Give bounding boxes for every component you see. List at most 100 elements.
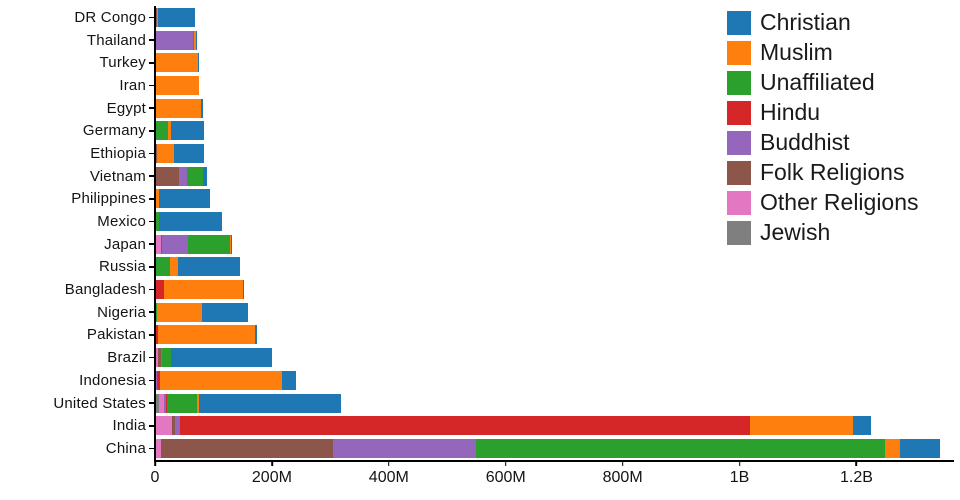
bar-segment-buddhist [155,257,157,277]
y-axis-label-text: Nigeria [97,303,146,321]
bar-segment-unaffiliated [749,416,751,436]
bar-segment-hindu [156,280,165,300]
y-axis-tick [149,39,154,41]
bar-row-philippines [155,188,951,211]
bar-segment-folk-religions [160,438,333,458]
y-axis-label-text: China [105,439,146,457]
y-axis-tick [149,61,154,64]
bar-segment-muslim [159,370,282,390]
bar-segment-other-religions [155,416,172,436]
legend-item-hindu[interactable]: Hindu [727,99,919,125]
y-axis-label-indonesia: Indonesia [0,369,154,392]
bar-row-germany [155,119,951,142]
bar-row-indonesia [155,369,951,392]
bar-segment-folk-religions [158,348,162,368]
y-axis-tick [149,129,154,132]
bar-segment-hindu [155,325,158,345]
bar-segment-christian [899,438,940,458]
y-axis-label-text: Japan [104,235,146,253]
bar-row-united-states [155,392,951,415]
bar-segment-christian [159,189,210,209]
bar-segment-unaffiliated [161,348,171,368]
legend-label: Folk Religions [760,159,905,185]
y-axis-label-text: Ethiopia [90,144,146,162]
x-axis-line [154,460,954,462]
legend-swatch-unaffiliated [727,70,751,95]
legend-label: Muslim [760,39,833,65]
bar-segment-other-religions [158,393,164,413]
y-axis-label-nigeria: Nigeria [0,301,154,324]
bar-row-ethiopia [155,142,951,165]
bar-segment-muslim [156,143,174,163]
x-axis-tick [621,461,624,466]
bar-segment-muslim [156,53,198,73]
y-axis-label-united-states: United States [0,392,154,415]
legend-swatch-hindu [727,100,751,125]
y-axis-label-text: Germany [82,122,146,140]
y-axis-label-brazil: Brazil [0,346,154,369]
legend-swatch-jewish [727,220,751,245]
y-axis-tick [149,356,154,359]
legend-item-muslim[interactable]: Muslim [727,39,919,65]
bar-segment-christian [230,234,232,254]
y-axis-label-text: Mexico [97,213,146,231]
legend-item-christian[interactable]: Christian [727,9,919,35]
legend-item-folk-religions[interactable]: Folk Religions [727,159,919,185]
bar-segment-hindu [180,416,750,436]
legend-item-buddhist[interactable]: Buddhist [727,129,919,155]
y-axis-tick [149,107,154,109]
bar-segment-unaffiliated [155,121,168,141]
legend-label: Hindu [760,99,821,125]
y-axis-label-india: India [0,414,154,437]
y-axis-label-text: Egypt [106,99,146,117]
legend-item-jewish[interactable]: Jewish [727,219,919,245]
bar-row-dr-congo [155,6,951,29]
legend-swatch-christian [727,10,751,35]
y-axis-labels: DR Congo Thailand Turkey Iran Egypt Germany Et… [0,6,154,460]
y-axis-label-pakistan: Pakistan [0,324,154,347]
y-axis-label-egypt: Egypt [0,97,154,120]
y-axis-tick [149,152,154,155]
x-axis-tick [738,461,741,466]
legend-item-other-religions[interactable]: Other Religions [727,189,919,215]
y-axis-label-ethiopia: Ethiopia [0,142,154,165]
y-axis-label-text: Pakistan [86,326,146,344]
y-axis-label-text: Bangladesh [64,281,146,299]
y-axis-label-thailand: Thailand [0,29,154,52]
legend-label: Christian [760,9,851,35]
x-axis-tick [271,461,273,466]
bar-segment-christian [853,416,872,436]
x-axis-tick-label: 600M [485,469,526,486]
y-axis-label-russia: Russia [0,256,154,279]
x-axis-tick [855,461,858,466]
x-axis-tick-label: 0 [150,469,160,486]
y-axis-tick [149,447,154,450]
bar-segment-folk-religions [155,370,157,390]
bar-segment-folk-religions [155,166,179,186]
y-axis-tick [149,243,154,246]
y-axis-label-vietnam: Vietnam [0,165,154,188]
bar-row-iran [155,74,951,97]
y-axis-tick [149,220,154,223]
legend-label: Jewish [760,219,831,245]
legend-item-unaffiliated[interactable]: Unaffiliated [727,69,919,95]
bar-segment-buddhist [178,166,188,186]
bar-row-india [155,414,951,437]
bar-segment-buddhist [155,30,194,50]
bar-segment-christian [170,348,272,368]
y-axis-tick [149,424,154,427]
legend: Christian Muslim Unaffiliated Hindu Budd… [727,9,919,245]
x-axis-tick-label: 1B [729,469,750,486]
bar-segment-muslim [155,75,199,95]
bar-row-vietnam [155,165,951,188]
y-axis-tick [149,379,154,382]
y-axis-line [154,6,156,461]
bar-row-china [155,437,951,460]
y-axis-tick [149,175,154,177]
y-axis-label-iran: Iran [0,74,154,97]
legend-label: Buddhist [760,129,850,155]
bar-segment-muslim [155,98,201,118]
bar-row-russia [155,256,951,279]
bar-segment-unaffiliated [475,438,886,458]
bar-row-thailand [155,29,951,52]
